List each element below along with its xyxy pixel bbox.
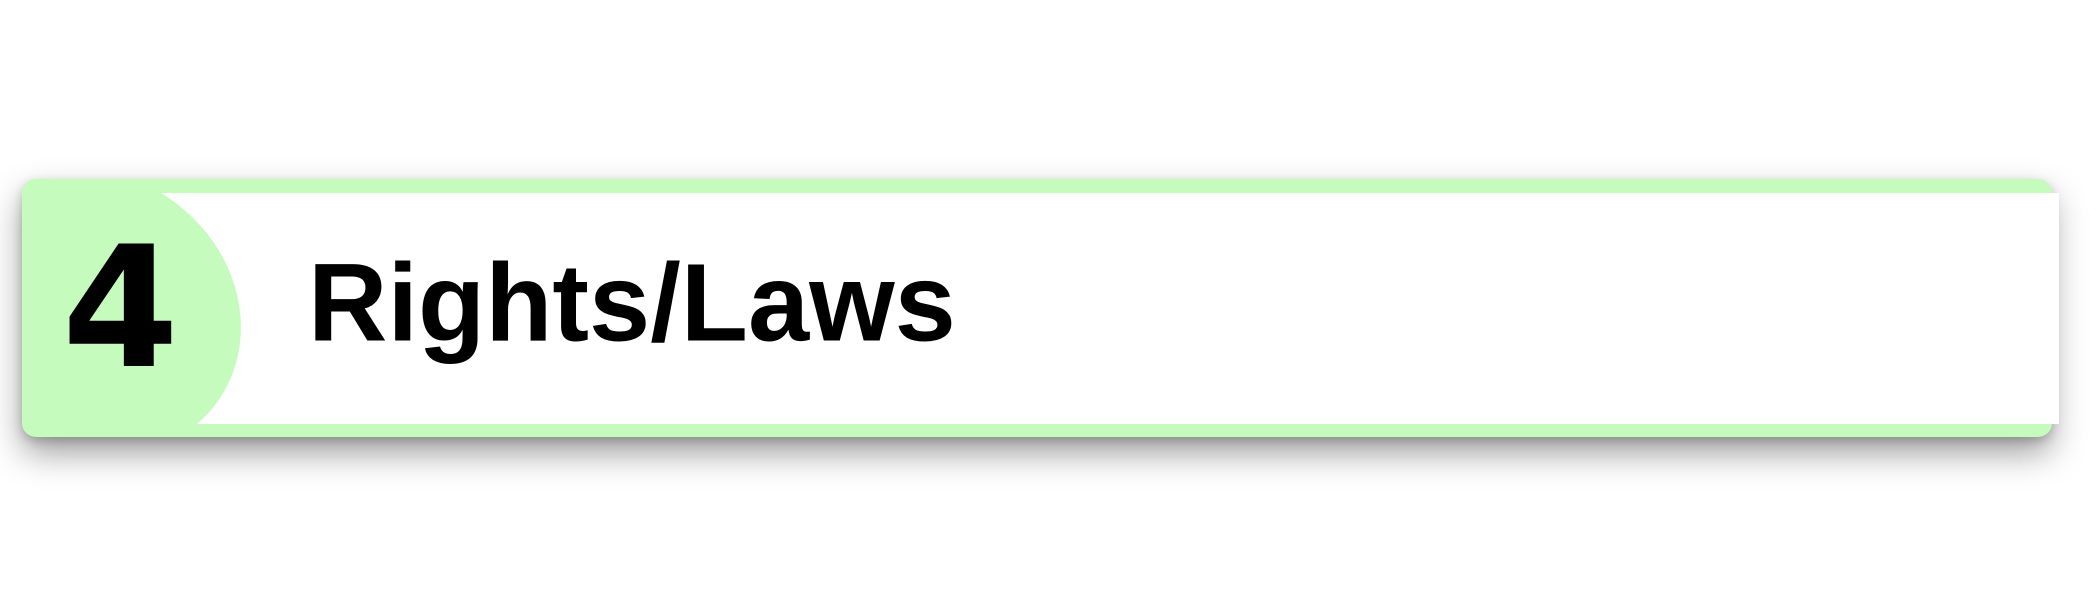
- title-panel: [161, 193, 2059, 424]
- section-number: 4: [62, 210, 179, 406]
- section-banner: 4 Rights/Laws: [22, 179, 2059, 437]
- section-title: Rights/Laws: [308, 241, 956, 365]
